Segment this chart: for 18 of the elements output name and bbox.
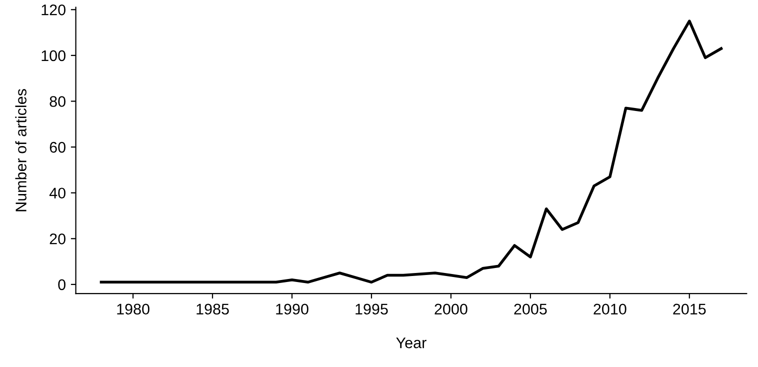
y-tick-label: 60 [50, 142, 66, 153]
x-tick-label: 1990 [276, 304, 308, 315]
x-tick-label: 1985 [196, 304, 229, 315]
x-tick-label: 2015 [673, 304, 706, 315]
x-tick-label: 2005 [514, 304, 547, 315]
x-tick-label: 2000 [434, 304, 468, 315]
y-tick-label: 20 [50, 234, 66, 244]
y-tick-label: 40 [49, 188, 66, 199]
x-tick-label: 2010 [594, 304, 626, 315]
y-tick-label: 120 [42, 4, 66, 16]
x-tick-label: 1980 [117, 304, 150, 315]
y-tick-label: 100 [42, 50, 66, 62]
x-tick-label: 1995 [356, 304, 388, 315]
y-axis-title: Number of articles [15, 89, 26, 212]
y-tick-label: 80 [50, 96, 66, 107]
x-axis-title: Year [396, 338, 426, 348]
line-series [100, 20, 723, 284]
y-tick-label: 0 [58, 279, 66, 290]
